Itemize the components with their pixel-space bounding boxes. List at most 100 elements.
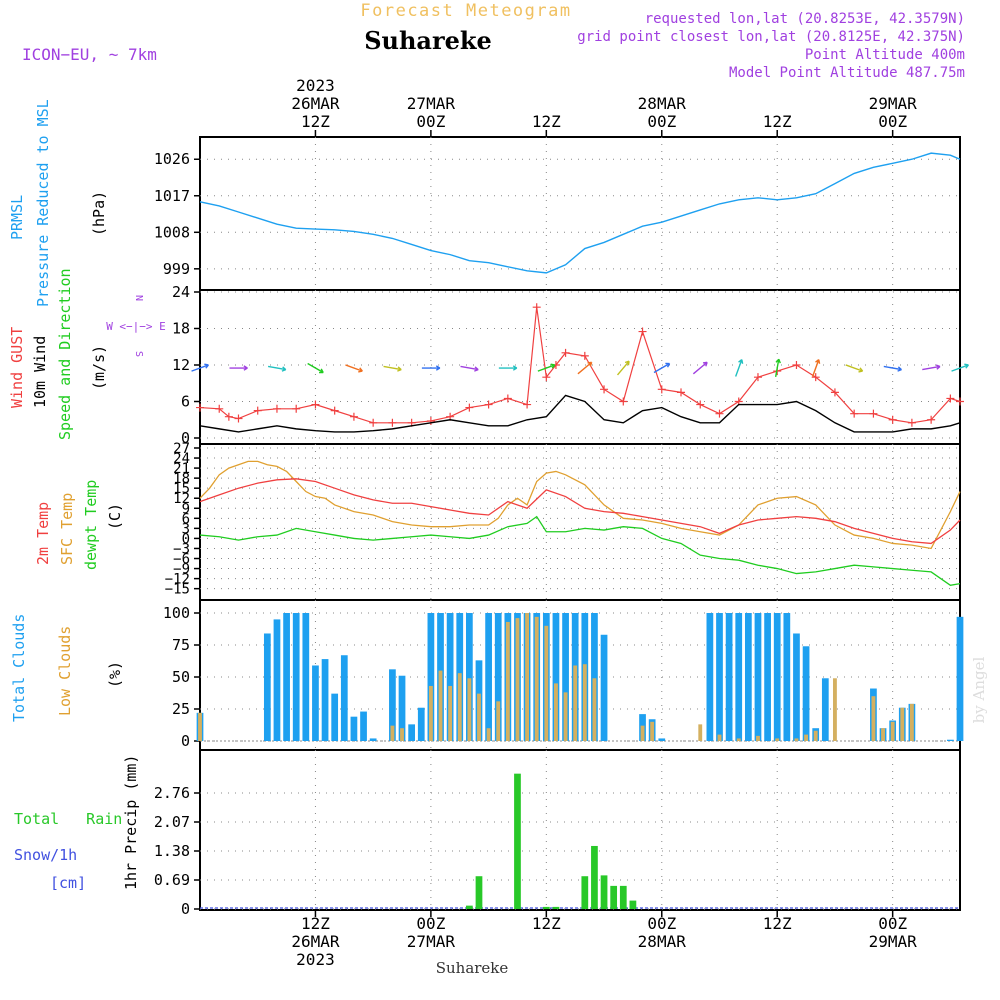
gust-marker — [484, 400, 493, 409]
gust-marker — [542, 373, 551, 382]
bottom-time-label: 26MAR — [291, 932, 340, 951]
total-cloud-bar — [485, 613, 492, 741]
ytick-label-clouds: 25 — [172, 700, 190, 718]
panel-frame-precip — [199, 749, 961, 911]
total-cloud-bar — [793, 633, 800, 741]
pressure-unit: (hPa) — [90, 191, 108, 236]
low-cloud-bar — [756, 735, 760, 741]
gust-marker — [272, 404, 281, 413]
wind-direction-arrow — [951, 363, 970, 372]
total-cloud-bar — [706, 613, 714, 741]
total-cloud-bar — [302, 613, 310, 741]
low-cloud-bar — [525, 613, 530, 741]
wind-direction-arrow — [653, 362, 671, 374]
low-cloud-bar — [457, 673, 462, 741]
gust-marker — [956, 397, 964, 406]
ytick-label-clouds: 100 — [163, 604, 190, 622]
ytick-label-wind: 18 — [172, 320, 190, 338]
low-cloud-bar — [890, 721, 895, 741]
total-cloud-bar — [350, 716, 358, 741]
gust-marker — [600, 385, 609, 394]
temp-2m-line — [199, 478, 961, 545]
gust-line — [199, 307, 961, 424]
ytick-label-temp: 9 — [182, 501, 190, 517]
total-cloud-bar — [408, 724, 416, 741]
low-cloud-bar — [448, 685, 453, 741]
gust-marker — [224, 412, 233, 421]
snow-unit-cm: [cm] — [50, 874, 86, 892]
gust-marker — [869, 409, 878, 418]
total-cloud-bar — [802, 646, 810, 741]
rain-bar — [466, 905, 473, 909]
compass-north: N — [133, 295, 144, 301]
total-cloud-bar — [369, 738, 377, 741]
wind-direction-arrow — [460, 365, 479, 372]
ytick-label-temp: −9 — [173, 562, 190, 578]
bottom-time-label: 2023 — [296, 950, 335, 969]
pressure-label-prmsl: PRMSL — [8, 195, 26, 240]
low-cloud-bar — [496, 701, 501, 741]
total-cloud-bar — [947, 739, 954, 741]
wind-direction-arrow — [577, 361, 593, 375]
station-title: Suhareke — [364, 26, 492, 55]
bottom-time-label: 00Z — [416, 914, 445, 933]
gust-marker — [946, 394, 955, 403]
low-cloud-bar — [775, 738, 780, 741]
gust-marker — [253, 406, 262, 415]
low-cloud-bar — [467, 678, 472, 741]
low-cloud-bar — [534, 616, 539, 741]
bottom-time-label: 12Z — [532, 914, 561, 933]
ytick-label-wind: 0 — [181, 429, 190, 447]
low-cloud-bar — [909, 703, 914, 741]
rain-bar — [610, 885, 618, 909]
low-cloud-bar — [794, 738, 799, 741]
total-cloud-bar — [956, 616, 964, 741]
wind-direction-arrow — [692, 361, 708, 375]
bottom-time-label: 12Z — [763, 914, 792, 933]
wind-direction-arrow — [811, 359, 821, 377]
total-cloud-bar — [744, 613, 752, 741]
total-cloud-bar — [552, 613, 560, 741]
wind-direction-arrow — [922, 364, 941, 371]
top-time-label: 2023 — [296, 76, 335, 95]
gust-marker — [811, 373, 820, 382]
cloud-low-label: Low Clouds — [56, 626, 74, 716]
total-cloud-bar — [494, 613, 502, 741]
low-cloud-bar — [505, 621, 510, 741]
top-time-label: 26MAR — [291, 94, 340, 113]
wind-unit: (m/s) — [90, 345, 108, 390]
total-cloud-bar — [292, 613, 300, 741]
rain-bar — [475, 876, 483, 909]
total-cloud-bar — [283, 613, 290, 741]
total-cloud-bar — [417, 707, 425, 741]
panel-clouds: 0 25 50 75 100 — [163, 599, 964, 751]
low-cloud-bar — [592, 678, 597, 741]
top-time-label: 12Z — [532, 112, 561, 131]
gust-marker — [388, 418, 397, 427]
compass-west-east: W <−|−> E — [106, 320, 166, 333]
total-cloud-bar — [658, 738, 666, 741]
top-time-label: 00Z — [416, 112, 445, 131]
total-cloud-bar — [331, 693, 339, 741]
low-cloud-bar — [698, 724, 703, 741]
low-cloud-bar — [438, 670, 443, 741]
ytick-label-precip: 0 — [181, 900, 190, 918]
total-cloud-bar — [821, 678, 829, 741]
low-cloud-bar — [563, 692, 568, 741]
gust-marker — [927, 415, 936, 424]
top-time-label: 12Z — [763, 112, 792, 131]
gust-marker — [196, 403, 204, 412]
gust-marker — [465, 403, 474, 412]
temp-sfc-label: SFC Temp — [58, 493, 76, 565]
gust-marker — [907, 418, 916, 427]
bottom-time-label: 00Z — [878, 914, 907, 933]
ytick-label-pressure: 1017 — [154, 187, 190, 205]
low-cloud-bar — [650, 721, 655, 741]
gust-marker — [792, 361, 801, 369]
top-time-label: 27MAR — [407, 94, 456, 113]
total-cloud-bar — [466, 613, 473, 741]
gust-marker — [532, 303, 541, 312]
top-time-label: 00Z — [647, 112, 676, 131]
ytick-label-pressure: 1008 — [154, 223, 190, 241]
wind-direction-arrow — [498, 365, 518, 371]
